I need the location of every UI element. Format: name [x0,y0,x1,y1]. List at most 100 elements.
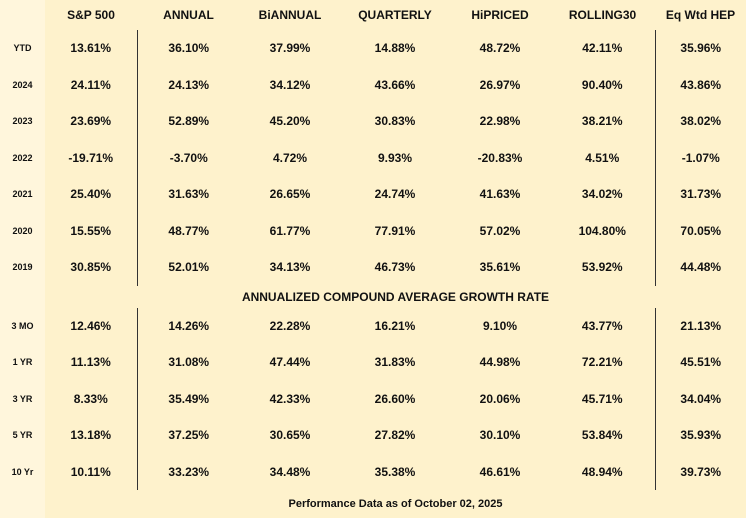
corner [0,285,45,308]
row-label: 2024 [0,66,45,103]
value-cell: 26.60% [374,391,416,406]
value-cell: 30.10% [479,428,521,443]
value-cell: 8.33% [45,380,138,417]
value-cell: 46.61% [479,464,521,479]
value-cell: 43.66% [374,77,416,92]
value-cell: 30.85% [45,249,138,286]
value-cell: 35.61% [479,260,521,275]
row-label: 1 YR [0,344,45,381]
value-cell: 34.13% [269,260,311,275]
value-cell: 47.44% [269,355,311,370]
value-cell: 25.40% [45,176,138,213]
value-cell: 34.04% [654,380,746,417]
value-cell: 31.73% [654,176,746,213]
row-label: 2023 [0,103,45,140]
row-label: 3 MO [0,307,45,344]
value-cell: 37.99% [269,41,311,56]
value-cell: 90.40% [581,77,623,92]
value-cell: 48.72% [479,41,521,56]
value-cell: 72.21% [581,355,623,370]
footer-row: Performance Data as of October 02, 2025 [0,490,746,518]
value-cell: 31.08% [168,355,210,370]
value-cell: 26.97% [479,77,521,92]
data-row: 3 YR 8.33% 35.49% 42.33% 26.60% 20.06% 45.71% 3… [0,380,746,417]
data-row: 2024 24.11% 24.13% 34.12% 43.66% 26.97% 90.40%… [0,66,746,103]
row-label: 10 Yr [0,453,45,490]
value-cell: 27.82% [374,428,416,443]
value-cell: 42.33% [269,391,311,406]
value-cell: 41.63% [479,187,521,202]
value-cell: 53.84% [581,428,623,443]
value-cell: 11.13% [45,344,138,381]
value-cell: 70.05% [654,212,746,249]
column-header: HiPRICED [471,8,529,22]
value-cell: 35.96% [654,30,746,67]
value-cell: 38.21% [581,114,623,129]
section-row: ANNUALIZED COMPOUND AVERAGE GROWTH RATE [0,285,746,308]
data-row: 5 YR 13.18% 37.25% 30.65% 27.82% 30.10% 53.84%… [0,417,746,454]
column-header: QUARTERLY [358,8,432,22]
column-header: ANNUAL [163,8,214,22]
row-label: YTD [0,30,45,67]
data-row: 2023 23.69% 52.89% 45.20% 30.83% 22.98% 38.21%… [0,103,746,140]
value-cell: 34.12% [269,77,311,92]
column-header: BiANNUAL [258,8,322,22]
value-cell: 13.18% [45,417,138,454]
value-cell: 36.10% [168,41,210,56]
value-cell: 45.71% [581,391,623,406]
value-cell: 48.94% [581,464,623,479]
value-cell: 37.25% [168,428,210,443]
value-cell: 46.73% [374,260,416,275]
value-cell: 9.10% [482,318,518,333]
value-cell: 24.13% [168,77,210,92]
value-cell: 104.80% [578,223,626,238]
value-cell: 44.48% [654,249,746,286]
header-row: S&P 500 ANNUAL BiANNUAL QUARTERLY HiPRICED RO… [0,0,746,30]
row-label: 2019 [0,249,45,286]
row-label: 3 YR [0,380,45,417]
value-cell: 38.02% [654,103,746,140]
value-cell: 44.98% [479,355,521,370]
value-cell: 33.23% [168,464,210,479]
value-cell: 61.77% [269,223,311,238]
data-row: 2022 -19.71% -3.70% 4.72% 9.93% -20.83% 4.51% -… [0,139,746,176]
corner [0,0,45,30]
value-cell: 21.13% [654,307,746,344]
value-cell: -20.83% [477,150,523,165]
value-cell: 45.51% [654,344,746,381]
value-cell: 30.65% [269,428,311,443]
value-cell: 4.51% [585,150,620,165]
row-label: 2021 [0,176,45,213]
value-cell: 30.83% [374,114,416,129]
value-cell: 13.61% [45,30,138,67]
value-cell: 10.11% [45,453,138,490]
value-cell: 35.38% [374,464,416,479]
value-cell: 43.77% [581,318,623,333]
row-label: 2022 [0,139,45,176]
value-cell: 15.55% [45,212,138,249]
column-header: ROLLING30 [568,8,637,22]
value-cell: 14.88% [374,41,416,56]
data-row: 1 YR 11.13% 31.08% 47.44% 31.83% 44.98% 72.21%… [0,344,746,381]
data-row: 10 Yr 10.11% 33.23% 34.48% 35.38% 46.61% 48.94… [0,453,746,490]
column-header: Eq Wtd HEP [665,8,736,22]
data-row: 2019 30.85% 52.01% 34.13% 46.73% 35.61% 53.92%… [0,249,746,286]
value-cell: 9.93% [377,150,413,165]
value-cell: 35.93% [654,417,746,454]
value-cell: 20.06% [479,391,521,406]
row-label: 5 YR [0,417,45,454]
value-cell: -19.71% [45,139,138,176]
value-cell: 52.01% [168,260,210,275]
value-cell: 16.21% [374,318,416,333]
column-header: S&P 500 [67,8,115,22]
row-label: 2020 [0,212,45,249]
data-row: 3 MO 12.46% 14.26% 22.28% 16.21% 9.10% 43.77% 2… [0,307,746,344]
value-cell: 48.77% [168,223,210,238]
value-cell: -3.70% [169,150,208,165]
value-cell: 53.92% [581,260,623,275]
value-cell: 52.89% [168,114,210,129]
value-cell: 35.49% [168,391,210,406]
corner [0,490,45,518]
